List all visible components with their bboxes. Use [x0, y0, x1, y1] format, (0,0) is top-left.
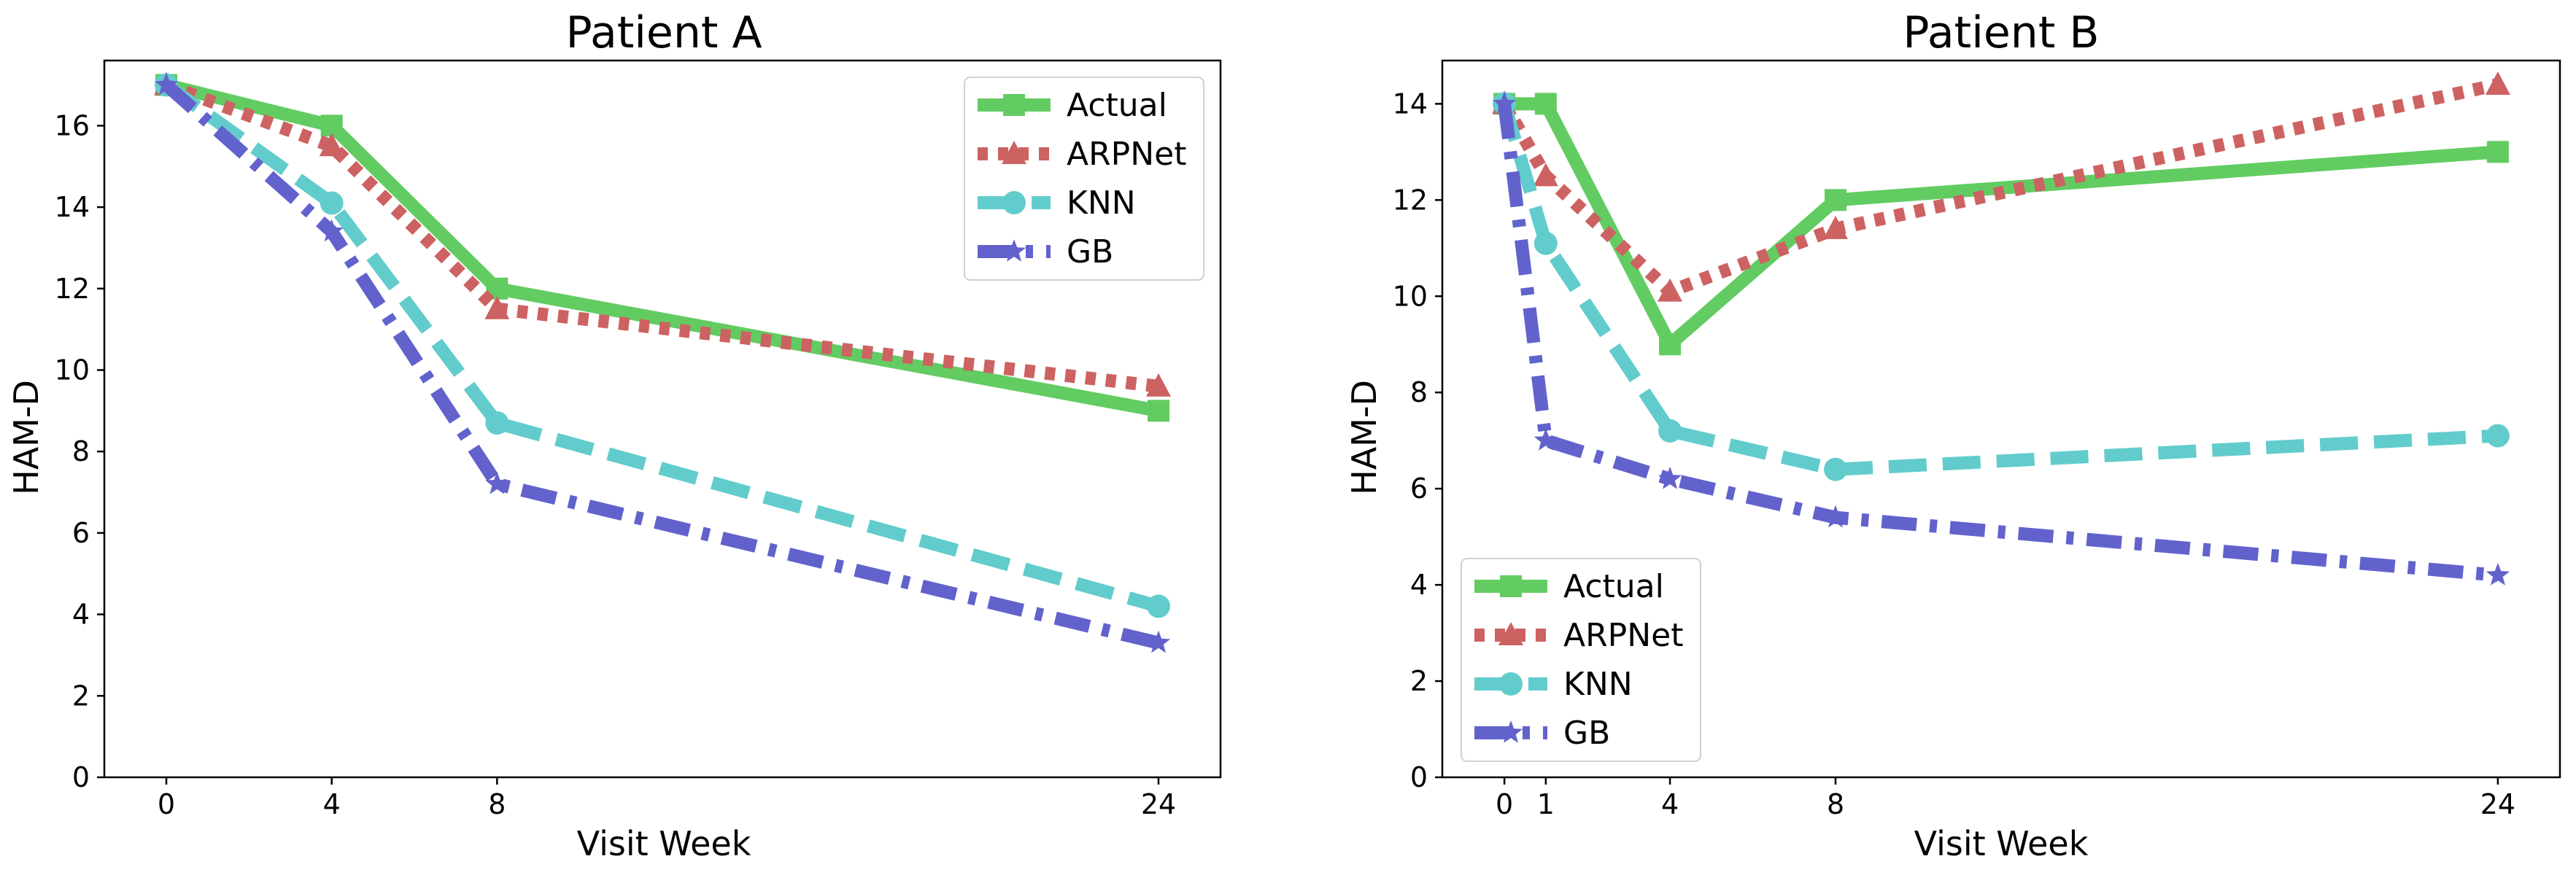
data-point-arpnet: [2485, 71, 2510, 95]
x-axis-label: Visit Week: [1914, 824, 2089, 863]
y-axis-label: HAM-D: [1345, 380, 1384, 495]
data-point-arpnet: [1533, 163, 1558, 187]
legend-marker-gb: [1002, 239, 1026, 262]
plot-frame: [1441, 59, 2561, 779]
legend-marker-arpnet: [1002, 141, 1026, 164]
data-point-actual: [1148, 400, 1169, 422]
chart-title: Patient B: [1903, 7, 2099, 58]
series-line-arpnet: [163, 79, 1160, 393]
legend-marker-gb: [1498, 720, 1523, 743]
data-point-knn: [1533, 231, 1558, 255]
legend-box: [964, 77, 1204, 281]
y-tick-label: 0: [72, 761, 90, 793]
data-point-actual: [1534, 93, 1557, 115]
x-tick-label: 24: [2480, 788, 2515, 820]
data-point-knn: [2486, 424, 2510, 448]
data-point-arpnet: [1823, 215, 1849, 239]
series-group: [1492, 71, 2510, 586]
y-tick-label: 14: [55, 191, 90, 223]
legend-label-gb: GB: [1563, 715, 1610, 752]
y-tick-label: 8: [1410, 376, 1428, 408]
data-point-knn: [1824, 457, 1848, 481]
data-point-knn: [485, 411, 509, 435]
y-tick-label: 0: [1410, 761, 1428, 793]
x-tick-label: 0: [1496, 788, 1513, 820]
legend-box: [1461, 558, 1701, 762]
plot-frame: [103, 59, 1222, 779]
legend-label-knn: KNN: [1563, 666, 1633, 703]
x-axis-label: Visit Week: [577, 824, 751, 863]
data-point-actual: [1659, 333, 1682, 356]
y-tick-label: 2: [72, 680, 90, 712]
chart-patient-a: Patient A Visit Week HAM-D 0 4 8 2402468101…: [7, 7, 1222, 863]
data-point-arpnet: [484, 295, 510, 319]
y-tick-label: 16: [55, 109, 90, 141]
y-tick-label: 12: [55, 273, 90, 305]
y-tick-label: 10: [55, 354, 90, 386]
series-line-knn: [162, 79, 1161, 613]
legend-marker-actual: [1003, 94, 1025, 116]
y-tick-label: 6: [72, 517, 90, 549]
data-point-gb: [1658, 467, 1682, 489]
legend-marker-knn: [1002, 191, 1026, 214]
y-axis-label: HAM-D: [7, 380, 46, 495]
x-tick-label: 0: [158, 788, 175, 820]
legend-label-knn: KNN: [1067, 184, 1136, 222]
data-point-knn: [1147, 594, 1170, 618]
series-line-gb: [162, 79, 1161, 650]
legend-marker-arpnet: [1498, 622, 1523, 645]
data-point-arpnet: [319, 133, 344, 157]
data-point-actual: [2486, 141, 2509, 163]
legend-marker-actual: [1500, 575, 1522, 597]
data-point-gb: [2486, 562, 2510, 586]
x-tick-label: 24: [1141, 788, 1176, 820]
legend: Actual ARPNet KNN GB: [1461, 558, 1701, 762]
x-tick-label: 8: [488, 788, 506, 820]
y-tick-label: 8: [72, 435, 90, 467]
series-group: [154, 71, 1171, 653]
x-tick-label: 4: [1661, 788, 1679, 820]
data-point-gb: [1823, 505, 1848, 528]
y-tick-label: 10: [1393, 280, 1428, 312]
data-point-gb: [1146, 630, 1171, 653]
y-tick-label: 4: [72, 599, 90, 631]
data-point-arpnet: [1658, 278, 1683, 302]
legend-label-actual: Actual: [1563, 568, 1664, 605]
x-tick-label: 4: [323, 788, 341, 820]
x-tick-label: 1: [1537, 788, 1555, 820]
legend-marker-knn: [1499, 672, 1523, 696]
data-point-gb: [1492, 91, 1517, 114]
data-point-knn: [320, 191, 344, 215]
data-point-gb: [320, 219, 344, 242]
series-line-gb: [1498, 103, 2499, 582]
y-tick-label: 6: [1410, 472, 1428, 505]
legend: Actual ARPNet KNN GB: [964, 77, 1204, 281]
y-tick-label: 4: [1410, 569, 1428, 601]
x-tick-label: 8: [1827, 788, 1844, 820]
data-point-gb: [1533, 428, 1558, 451]
chart-patient-b: Patient B Visit Week HAM-D 0 1 4 8 240246810…: [1345, 7, 2561, 863]
series-line-knn: [1498, 101, 2499, 476]
legend-label-arpnet: ARPNet: [1563, 617, 1683, 654]
legend-label-actual: Actual: [1067, 87, 1167, 124]
legend-label-arpnet: ARPNet: [1067, 136, 1186, 173]
data-point-arpnet: [1146, 373, 1171, 397]
y-tick-label: 12: [1393, 184, 1428, 216]
data-point-knn: [1658, 419, 1682, 443]
data-point-gb: [485, 471, 509, 494]
chart-title: Patient A: [565, 7, 762, 58]
data-point-actual: [1825, 189, 1847, 211]
y-tick-label: 14: [1393, 88, 1428, 120]
y-tick-label: 2: [1410, 665, 1428, 697]
data-point-gb: [154, 72, 179, 96]
legend-label-gb: GB: [1067, 233, 1113, 271]
